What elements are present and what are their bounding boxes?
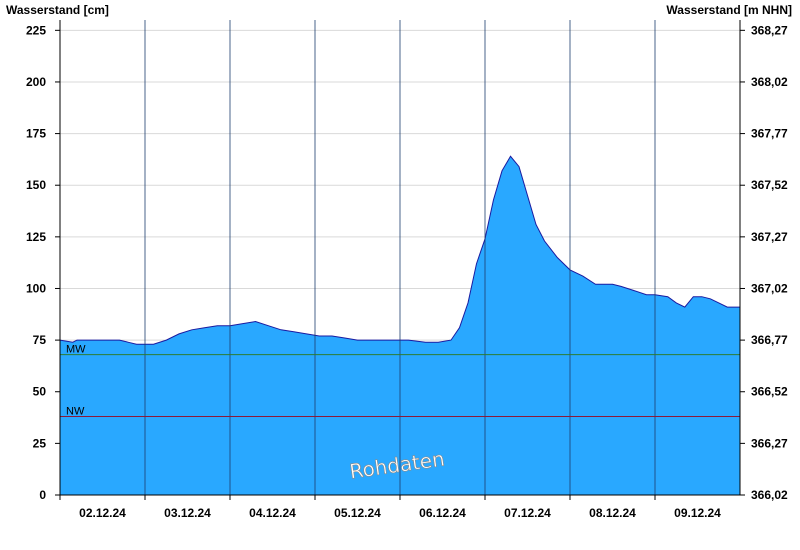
left-tick-label: 25	[33, 436, 47, 450]
left-tick-label: 75	[33, 333, 47, 347]
right-tick-label: 367,52	[751, 178, 788, 192]
x-tick-label: 07.12.24	[504, 506, 551, 520]
left-tick-label: 200	[26, 75, 46, 89]
x-tick-label: 09.12.24	[674, 506, 721, 520]
right-tick-label: 367,27	[751, 230, 788, 244]
right-tick-label: 368,27	[751, 23, 788, 37]
left-tick-label: 50	[33, 385, 47, 399]
x-tick-label: 04.12.24	[249, 506, 296, 520]
x-tick-label: 05.12.24	[334, 506, 381, 520]
left-tick-label: 100	[26, 281, 46, 295]
reference-label-mw: MW	[66, 344, 86, 356]
series-line	[59, 155, 740, 345]
left-tick-label: 175	[26, 127, 46, 141]
reference-label-nw: NW	[66, 406, 85, 418]
x-tick-label: 08.12.24	[589, 506, 636, 520]
x-tick-label: 03.12.24	[164, 506, 211, 520]
x-tick-label: 02.12.24	[79, 506, 126, 520]
right-tick-label: 367,02	[751, 281, 788, 295]
reference-lines-layer: MW NW	[60, 344, 740, 418]
left-tick-label: 125	[26, 230, 46, 244]
axes-layer: 0 25 50 75 100 125 150 175 200 225 366,02 366,27 366…	[26, 20, 788, 520]
left-tick-label: 150	[26, 178, 46, 192]
left-axis-title: Wasserstand [cm]	[6, 3, 109, 17]
x-tick-label: 06.12.24	[419, 506, 466, 520]
right-tick-label: 367,77	[751, 127, 788, 141]
left-tick-label: 0	[39, 488, 46, 502]
right-tick-label: 368,02	[751, 75, 788, 89]
left-tick-label: 225	[26, 23, 46, 37]
day-divider-layer	[144, 20, 656, 495]
right-axis-title: Wasserstand [m NHN]	[666, 3, 792, 17]
right-tick-label: 366,52	[751, 385, 788, 399]
right-tick-label: 366,02	[751, 488, 788, 502]
right-tick-label: 366,77	[751, 333, 788, 347]
right-tick-label: 366,27	[751, 436, 788, 450]
